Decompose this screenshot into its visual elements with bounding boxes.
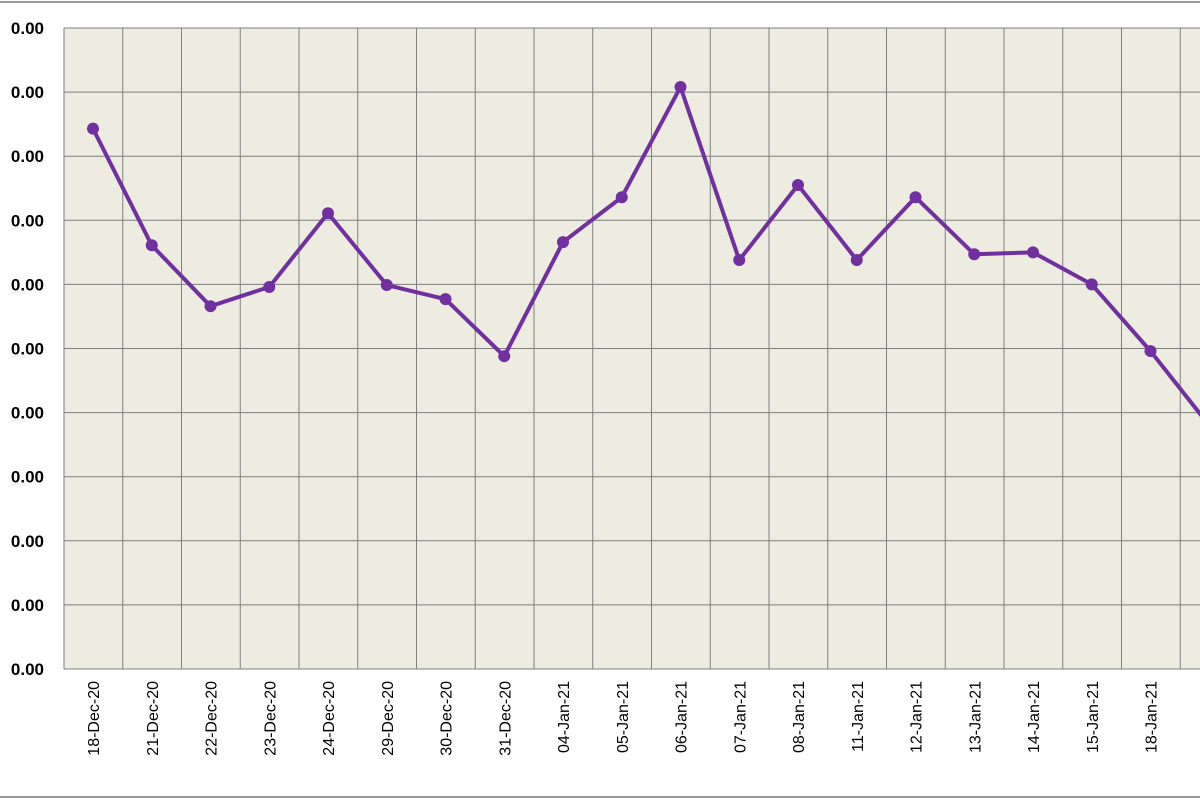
x-tick-label: 07-Jan-21 — [732, 681, 749, 753]
y-tick-label: 0.00 — [11, 211, 44, 230]
x-tick-label: 05-Jan-21 — [615, 681, 632, 753]
x-tick-label: 06-Jan-21 — [674, 681, 691, 753]
x-tick-label: 14-Jan-21 — [1026, 681, 1043, 753]
y-tick-label: 0.00 — [11, 404, 44, 423]
x-tick-label: 24-Dec-20 — [321, 681, 338, 756]
x-tick-label: 23-Dec-20 — [262, 681, 279, 756]
data-point — [733, 254, 746, 267]
data-point — [204, 300, 217, 313]
x-tick-label: 13-Jan-21 — [967, 681, 984, 753]
data-point — [850, 254, 863, 267]
data-point — [145, 239, 158, 252]
y-tick-label: 0.00 — [11, 532, 44, 551]
x-tick-label: 29-Dec-20 — [380, 681, 397, 756]
x-tick-label: 11-Jan-21 — [850, 681, 867, 752]
data-point — [557, 236, 569, 249]
y-tick-label: 0.00 — [11, 660, 44, 679]
x-tick-label: 31-Dec-20 — [497, 681, 514, 756]
data-point — [674, 80, 687, 93]
series — [87, 80, 1200, 417]
x-tick-label: 18-Jan-21 — [1144, 681, 1161, 753]
x-tick-label: 21-Dec-20 — [145, 681, 162, 756]
x-tick-label: 30-Dec-20 — [439, 681, 456, 756]
y-tick-label: 0.00 — [11, 83, 44, 102]
y-tick-label: 0.00 — [11, 596, 44, 615]
x-tick-label: 08-Jan-21 — [791, 681, 808, 753]
data-point — [1085, 278, 1098, 291]
data-point — [615, 191, 628, 204]
gridlines — [63, 27, 1200, 670]
y-tick-label: 0.00 — [11, 468, 44, 487]
series-line — [91, 84, 1200, 417]
x-tick-label: 22-Dec-20 — [204, 681, 221, 756]
x-tick-label: 18-Dec-20 — [86, 681, 103, 756]
y-tick-label: 0.00 — [11, 275, 44, 294]
data-point — [1027, 246, 1039, 259]
x-axis-ticks: 18-Dec-20 21-Dec-20 22-Dec-20 23-Dec-20 24-D… — [86, 681, 1161, 756]
data-point — [498, 350, 511, 363]
data-point — [380, 279, 393, 292]
y-axis-ticks: 0.00 0.00 0.00 0.00 0.00 0.00 0.00 0.00 0.00 0.00… — [11, 19, 44, 679]
x-tick-label: 15-Jan-21 — [1085, 681, 1102, 753]
x-tick-label: 12-Jan-21 — [909, 681, 926, 753]
data-point — [87, 122, 99, 135]
data-point — [263, 280, 276, 293]
y-tick-label: 0.00 — [11, 340, 44, 359]
data-point — [439, 293, 452, 306]
data-point — [968, 248, 981, 261]
data-point — [322, 207, 334, 220]
data-point — [1144, 345, 1157, 358]
data-point — [909, 191, 922, 204]
x-tick-label: 04-Jan-21 — [556, 681, 573, 753]
y-tick-label: 0.00 — [11, 19, 44, 38]
data-point — [792, 179, 804, 192]
y-tick-label: 0.00 — [11, 147, 44, 166]
